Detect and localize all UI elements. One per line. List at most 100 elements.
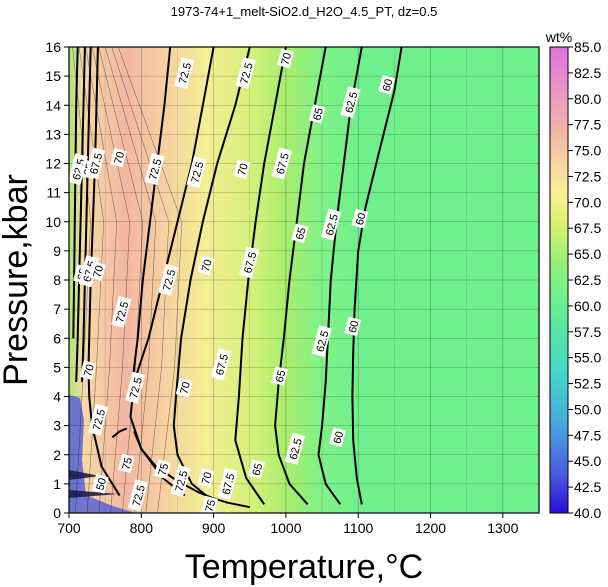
contour-label-box — [186, 156, 207, 189]
contour-label-text: 70 — [200, 471, 215, 486]
contour-label-box — [175, 377, 193, 398]
contour-label-text: 67.5 — [275, 152, 292, 176]
contour-line — [75, 47, 86, 382]
y-tick-label: 4 — [53, 389, 61, 405]
colorbar-tick-label: 85.0 — [574, 39, 601, 55]
contour-label-text: 62.5 — [324, 213, 341, 237]
grid — [68, 46, 539, 514]
contour-label: 72.5 — [111, 295, 132, 328]
contour-label-box — [170, 464, 191, 497]
contour-label: 72.5 — [124, 371, 146, 404]
colorbar-tick-label: 75.0 — [574, 143, 601, 159]
y-tick-label: 14 — [45, 97, 61, 113]
contour-label: 62.5 — [284, 432, 305, 465]
y-tick-label: 3 — [53, 418, 61, 434]
contour-label-text: 75 — [120, 456, 135, 471]
contour-label: 65 — [308, 104, 326, 124]
colorbar-tick-label: 40.0 — [574, 505, 601, 521]
contour-label-text: 72.5 — [189, 161, 206, 185]
colorbar-tick-label: 70.0 — [574, 194, 601, 210]
contour-label-text: 72.5 — [91, 408, 108, 432]
contour-label-text: 72.5 — [131, 484, 148, 508]
colorbar-ramp — [549, 46, 569, 514]
contour-label-text: 75 — [157, 462, 172, 477]
contour-label: 62.5 — [311, 325, 332, 358]
contour-label-box — [144, 153, 165, 186]
contour-label-text: 72.5 — [114, 300, 131, 324]
minor-contour — [117, 47, 183, 513]
contour-line — [351, 47, 403, 505]
x-axis-title: Temperature,°C — [185, 548, 423, 586]
contour-label-box — [248, 459, 265, 479]
contour-label-text: 60 — [381, 78, 396, 93]
y-tick-label: 1 — [53, 476, 61, 492]
contour-label: 75 — [117, 453, 135, 474]
minor-contour — [72, 47, 92, 513]
contour-label-text: 72.5 — [161, 268, 178, 292]
contour-label: 60 — [329, 427, 347, 447]
colorbar-tick-label: 62.5 — [574, 272, 601, 288]
y-tick-label: 6 — [53, 330, 61, 346]
chart-title: 1973-74+1_melt-SiO2.d_H2O_4.5_PT, dz=0.5 — [170, 4, 438, 19]
contour-label: 67.5 — [239, 246, 260, 279]
y-tick-label: 13 — [45, 126, 61, 142]
contour-label: 72.5 — [186, 156, 207, 189]
contour-label-box — [109, 147, 127, 168]
colorbar-tick-label: 52.5 — [574, 376, 601, 392]
contour-label-box — [197, 468, 215, 488]
contour-label-text: 60 — [332, 430, 347, 445]
minor-contour — [78, 47, 105, 513]
contour-label-box — [88, 403, 109, 436]
contour-label-box — [127, 479, 149, 512]
contour-label-text: 70 — [236, 162, 251, 177]
y-tick-label: 0 — [53, 505, 61, 521]
contour-label-text: 72.5 — [177, 62, 194, 86]
contour-label: 72.5 — [127, 479, 149, 512]
contour-line — [133, 431, 251, 509]
contour-line — [87, 47, 121, 497]
contour-line — [172, 47, 251, 503]
contour-label-text: 65 — [311, 107, 326, 122]
contour-label-box — [239, 246, 260, 279]
contour-label-box — [85, 147, 106, 180]
contour-label: 72.5 — [144, 153, 165, 186]
y-tick-label: 2 — [53, 447, 61, 463]
contour-label: 67.5 — [217, 467, 238, 500]
contour-label-box — [124, 371, 146, 404]
contour-label-box — [217, 467, 238, 500]
y-tick-label: 10 — [45, 214, 61, 230]
low-melt-region — [69, 395, 135, 513]
contour-label-text: 70 — [279, 51, 294, 66]
plot-area: 72.5 72.5 70 65 62.5 60 62.5 65 67.5 70 72.5 72.5 70… — [67, 46, 540, 516]
colorbar-tick-label: 80.0 — [574, 91, 601, 107]
colorbar-tick-label: 57.5 — [574, 324, 601, 340]
y-tick-label: 15 — [45, 68, 61, 84]
x-tick-label: 1300 — [487, 520, 518, 536]
contour-label: 70 — [109, 147, 127, 168]
contour-label-box — [197, 255, 215, 276]
contour-label-box — [117, 453, 135, 474]
contour-label: 50 — [91, 473, 109, 494]
contour-labels: 72.5 72.5 70 65 62.5 60 62.5 65 67.5 70 72.5 72.5 70… — [67, 48, 396, 516]
contour-label: 70 — [88, 261, 106, 281]
colorbar-tick-label: 65.0 — [574, 246, 601, 262]
contour-label: 67.5 — [85, 147, 106, 180]
contour-label-text: 65 — [294, 226, 309, 241]
contour-label-text: 62.5 — [343, 91, 360, 115]
contour-label: 72.5 — [235, 57, 256, 90]
contour-label-text: 50 — [94, 477, 109, 492]
contour-label: 67.5 — [211, 348, 232, 381]
colorbar-tick-label: 47.5 — [574, 427, 601, 443]
colorbar-tick-label: 60.0 — [574, 298, 601, 314]
contour-label: 70 — [276, 48, 294, 69]
contour-label-text: 67.5 — [242, 251, 259, 275]
minor-contour — [98, 47, 144, 513]
contour-label-box — [308, 104, 326, 124]
contour-label-box — [329, 427, 346, 447]
contour-label-box — [344, 316, 362, 337]
y-tick-label: 7 — [53, 301, 61, 317]
contour-label: 65 — [271, 366, 288, 386]
minor-contour — [111, 47, 170, 513]
